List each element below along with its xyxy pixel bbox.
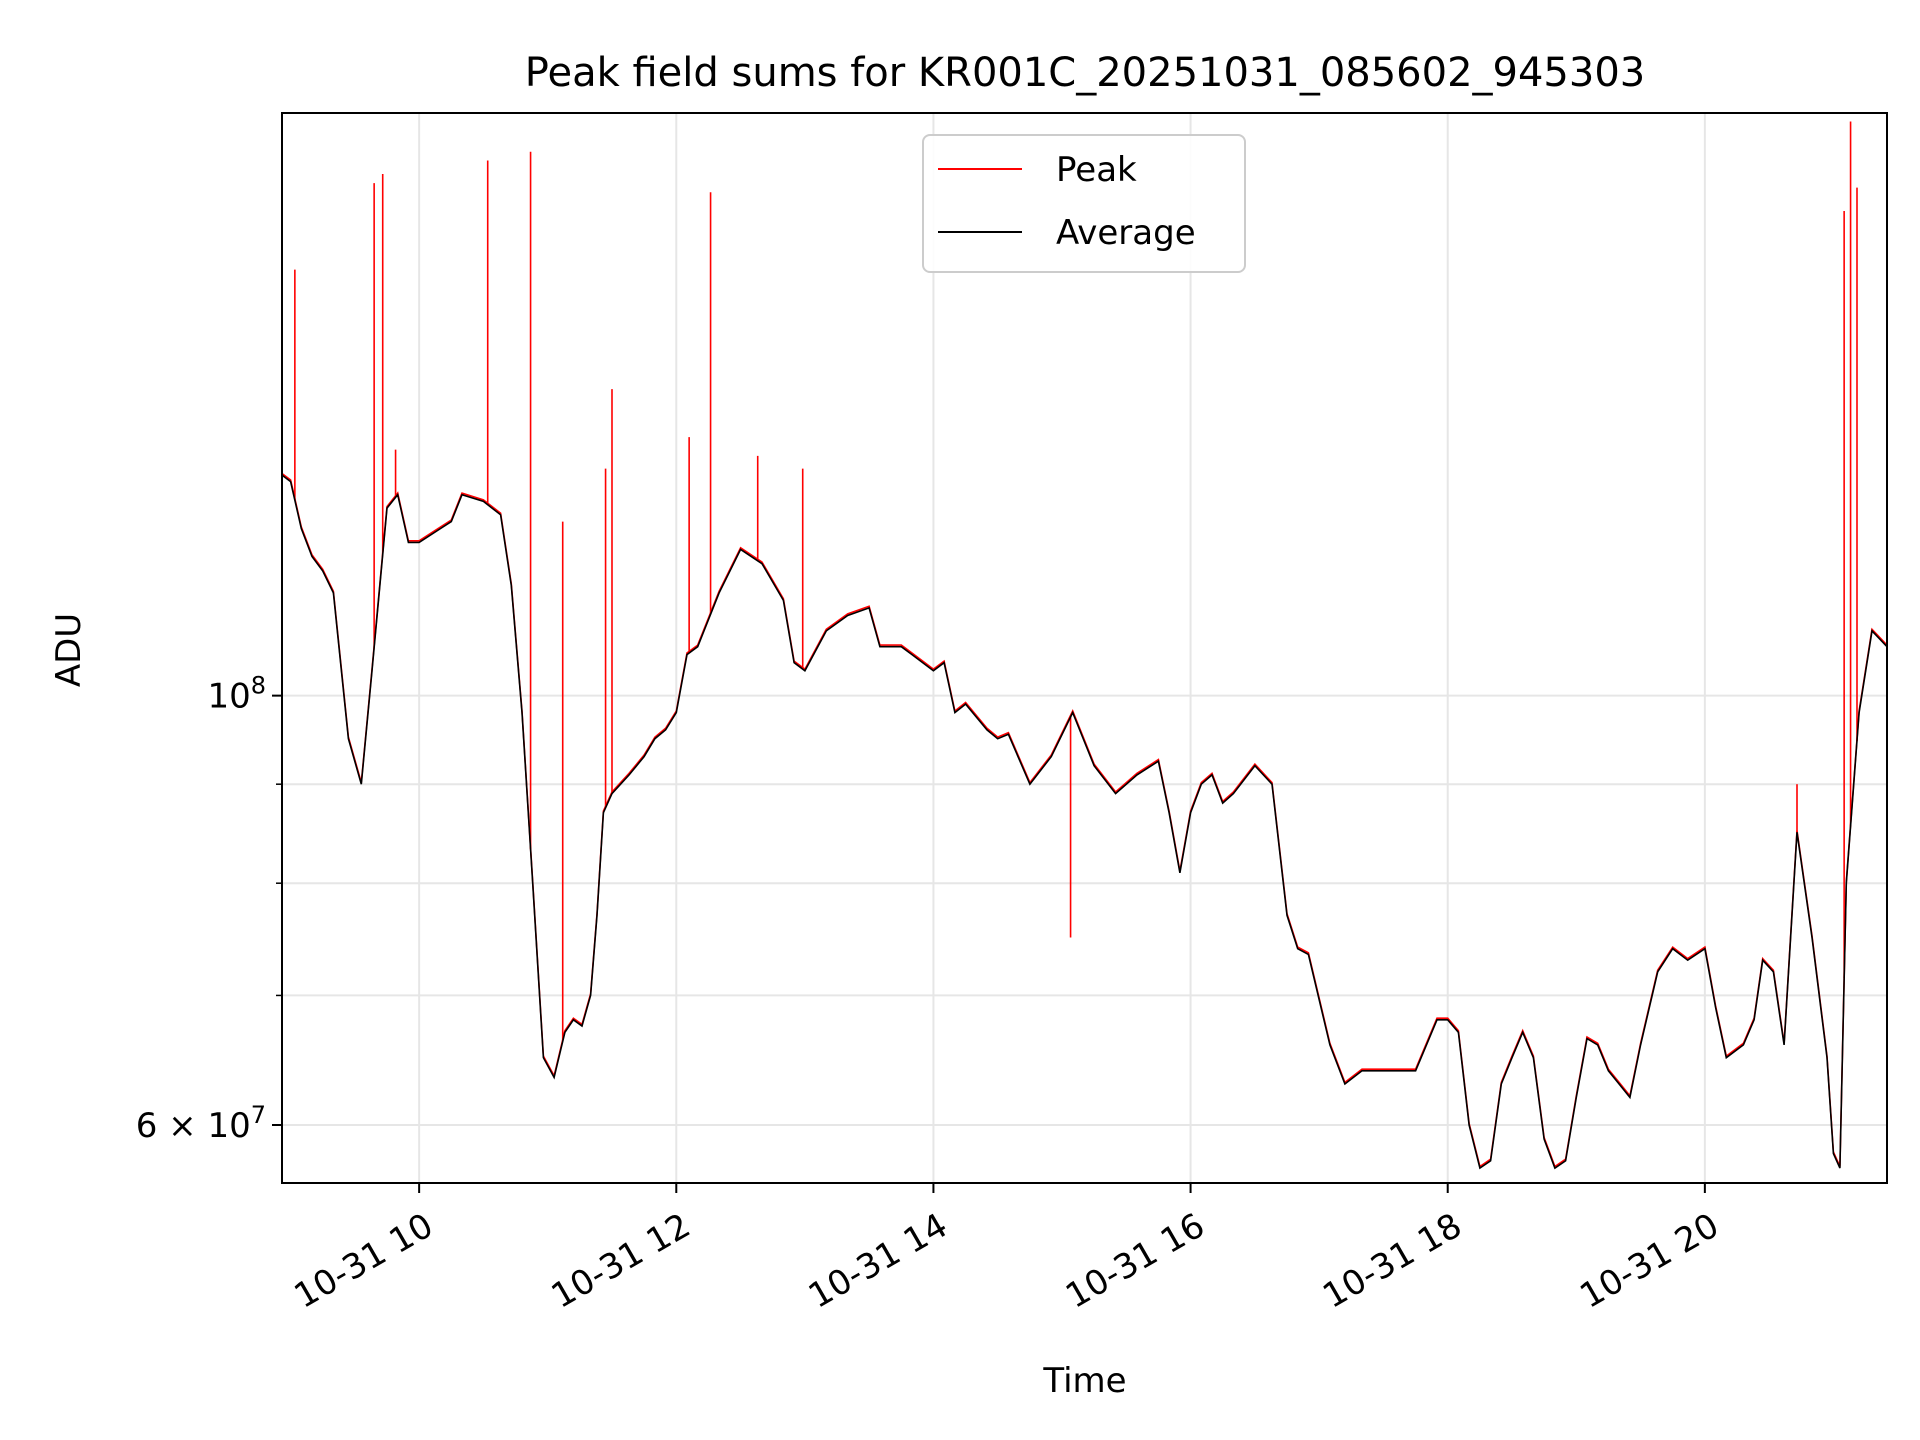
chart-title: Peak field sums for KR001C_20251031_0856… — [525, 50, 1645, 96]
legend: Peak Average — [922, 134, 1246, 273]
x-axis-label: Time — [1042, 1361, 1126, 1401]
legend-label-peak: Peak — [1056, 150, 1137, 190]
grid — [282, 113, 1887, 1183]
average-series-line — [282, 474, 1887, 1170]
plot-frame — [281, 112, 1888, 1184]
legend-label-average: Average — [1056, 213, 1196, 253]
series-layer — [282, 121, 1887, 1170]
y-tick-label: 6 × 107 — [136, 1101, 266, 1146]
series-group — [282, 121, 1887, 1170]
y-axis-label: ADU — [49, 613, 89, 687]
y-tick-label: 108 — [207, 672, 266, 717]
